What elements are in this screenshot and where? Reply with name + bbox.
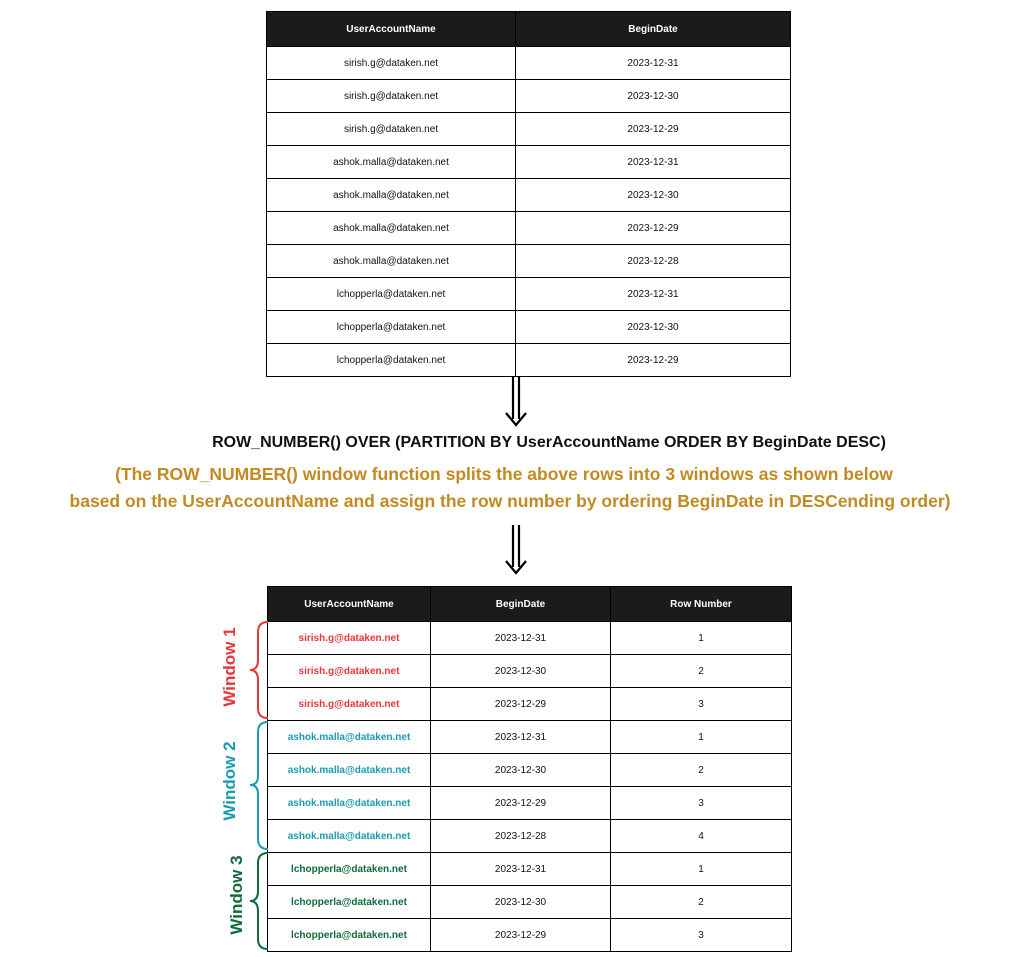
explanation-line-1: (The ROW_NUMBER() window function splits… xyxy=(115,464,893,484)
table-row: sirish.g@dataken.net 2023-12-31 xyxy=(266,46,791,80)
table-row: lchopperla@dataken.net 2023-12-31 1 xyxy=(267,852,792,886)
table-row: ashok.malla@dataken.net 2023-12-31 1 xyxy=(267,720,792,754)
table-row: ashok.malla@dataken.net 2023-12-28 4 xyxy=(267,819,792,853)
header-begindate: BeginDate xyxy=(430,586,611,622)
header-row: UserAccountName BeginDate xyxy=(266,11,791,47)
cell-begindate: 2023-12-31 xyxy=(515,46,791,80)
table-row: sirish.g@dataken.net 2023-12-31 1 xyxy=(267,621,792,655)
explanation-line-2: based on the UserAccountName and assign … xyxy=(69,491,951,511)
header-row-number: Row Number xyxy=(610,586,792,622)
cell-begindate: 2023-12-29 xyxy=(515,112,791,146)
cell-begindate: 2023-12-31 xyxy=(515,145,791,179)
cell-useraccountname: sirish.g@dataken.net xyxy=(266,112,516,146)
cell-row-number: 1 xyxy=(610,852,792,886)
cell-row-number: 1 xyxy=(610,621,792,655)
cell-row-number: 3 xyxy=(610,918,792,952)
cell-useraccountname: ashok.malla@dataken.net xyxy=(267,786,431,820)
table-row: ashok.malla@dataken.net 2023-12-28 xyxy=(266,244,791,278)
cell-useraccountname: ashok.malla@dataken.net xyxy=(267,720,431,754)
cell-row-number: 2 xyxy=(610,654,792,688)
cell-begindate: 2023-12-28 xyxy=(430,819,611,853)
header-useraccountname: UserAccountName xyxy=(266,11,516,47)
cell-begindate: 2023-12-29 xyxy=(515,343,791,377)
table-row: lchopperla@dataken.net 2023-12-29 xyxy=(266,343,791,377)
cell-useraccountname: lchopperla@dataken.net xyxy=(267,885,431,919)
cell-useraccountname: sirish.g@dataken.net xyxy=(267,654,431,688)
source-table: UserAccountName BeginDate sirish.g@datak… xyxy=(266,11,791,377)
cell-useraccountname: sirish.g@dataken.net xyxy=(267,621,431,655)
table-row: ashok.malla@dataken.net 2023-12-29 3 xyxy=(267,786,792,820)
header-begindate: BeginDate xyxy=(515,11,791,47)
window-3-brace xyxy=(249,852,269,950)
down-double-arrow-icon xyxy=(505,525,527,575)
cell-begindate: 2023-12-28 xyxy=(515,244,791,278)
cell-useraccountname: lchopperla@dataken.net xyxy=(266,310,516,344)
table-row: lchopperla@dataken.net 2023-12-30 xyxy=(266,310,791,344)
cell-useraccountname: ashok.malla@dataken.net xyxy=(266,145,516,179)
table-row: sirish.g@dataken.net 2023-12-29 3 xyxy=(267,687,792,721)
table-row: lchopperla@dataken.net 2023-12-30 2 xyxy=(267,885,792,919)
cell-row-number: 2 xyxy=(610,885,792,919)
cell-useraccountname: sirish.g@dataken.net xyxy=(267,687,431,721)
cell-begindate: 2023-12-31 xyxy=(515,277,791,311)
cell-useraccountname: sirish.g@dataken.net xyxy=(266,46,516,80)
cell-begindate: 2023-12-29 xyxy=(430,918,611,952)
cell-useraccountname: ashok.malla@dataken.net xyxy=(266,211,516,245)
cell-row-number: 1 xyxy=(610,720,792,754)
cell-begindate: 2023-12-30 xyxy=(515,310,791,344)
window-2-brace xyxy=(249,721,269,850)
table-row: lchopperla@dataken.net 2023-12-31 xyxy=(266,277,791,311)
cell-begindate: 2023-12-31 xyxy=(430,621,611,655)
result-table: UserAccountName BeginDate Row Number sir… xyxy=(267,586,792,952)
table-row: lchopperla@dataken.net 2023-12-29 3 xyxy=(267,918,792,952)
cell-begindate: 2023-12-30 xyxy=(430,753,611,787)
cell-useraccountname: lchopperla@dataken.net xyxy=(267,852,431,886)
cell-begindate: 2023-12-29 xyxy=(430,687,611,721)
table-row: sirish.g@dataken.net 2023-12-30 xyxy=(266,79,791,113)
table-row: sirish.g@dataken.net 2023-12-29 xyxy=(266,112,791,146)
cell-begindate: 2023-12-30 xyxy=(515,178,791,212)
cell-useraccountname: lchopperla@dataken.net xyxy=(267,918,431,952)
cell-useraccountname: sirish.g@dataken.net xyxy=(266,79,516,113)
cell-row-number: 3 xyxy=(610,687,792,721)
cell-begindate: 2023-12-30 xyxy=(430,885,611,919)
cell-useraccountname: ashok.malla@dataken.net xyxy=(266,244,516,278)
cell-useraccountname: ashok.malla@dataken.net xyxy=(267,753,431,787)
table-row: ashok.malla@dataken.net 2023-12-29 xyxy=(266,211,791,245)
table-row: sirish.g@dataken.net 2023-12-30 2 xyxy=(267,654,792,688)
cell-begindate: 2023-12-29 xyxy=(515,211,791,245)
cell-row-number: 2 xyxy=(610,753,792,787)
sql-expression: ROW_NUMBER() OVER (PARTITION BY UserAcco… xyxy=(212,434,886,451)
cell-row-number: 3 xyxy=(610,786,792,820)
header-row: UserAccountName BeginDate Row Number xyxy=(267,586,792,622)
window-3-label: Window 3 xyxy=(227,855,246,935)
cell-begindate: 2023-12-29 xyxy=(430,786,611,820)
header-useraccountname: UserAccountName xyxy=(267,586,431,622)
cell-begindate: 2023-12-30 xyxy=(430,654,611,688)
cell-useraccountname: ashok.malla@dataken.net xyxy=(266,178,516,212)
cell-useraccountname: ashok.malla@dataken.net xyxy=(267,819,431,853)
table-row: ashok.malla@dataken.net 2023-12-30 xyxy=(266,178,791,212)
cell-row-number: 4 xyxy=(610,819,792,853)
cell-useraccountname: lchopperla@dataken.net xyxy=(266,277,516,311)
cell-begindate: 2023-12-30 xyxy=(515,79,791,113)
cell-useraccountname: lchopperla@dataken.net xyxy=(266,343,516,377)
window-1-brace xyxy=(249,621,269,719)
table-row: ashok.malla@dataken.net 2023-12-31 xyxy=(266,145,791,179)
down-double-arrow-icon xyxy=(505,377,527,427)
cell-begindate: 2023-12-31 xyxy=(430,852,611,886)
window-1-label: Window 1 xyxy=(220,627,239,707)
window-2-label: Window 2 xyxy=(220,741,239,821)
table-row: ashok.malla@dataken.net 2023-12-30 2 xyxy=(267,753,792,787)
cell-begindate: 2023-12-31 xyxy=(430,720,611,754)
